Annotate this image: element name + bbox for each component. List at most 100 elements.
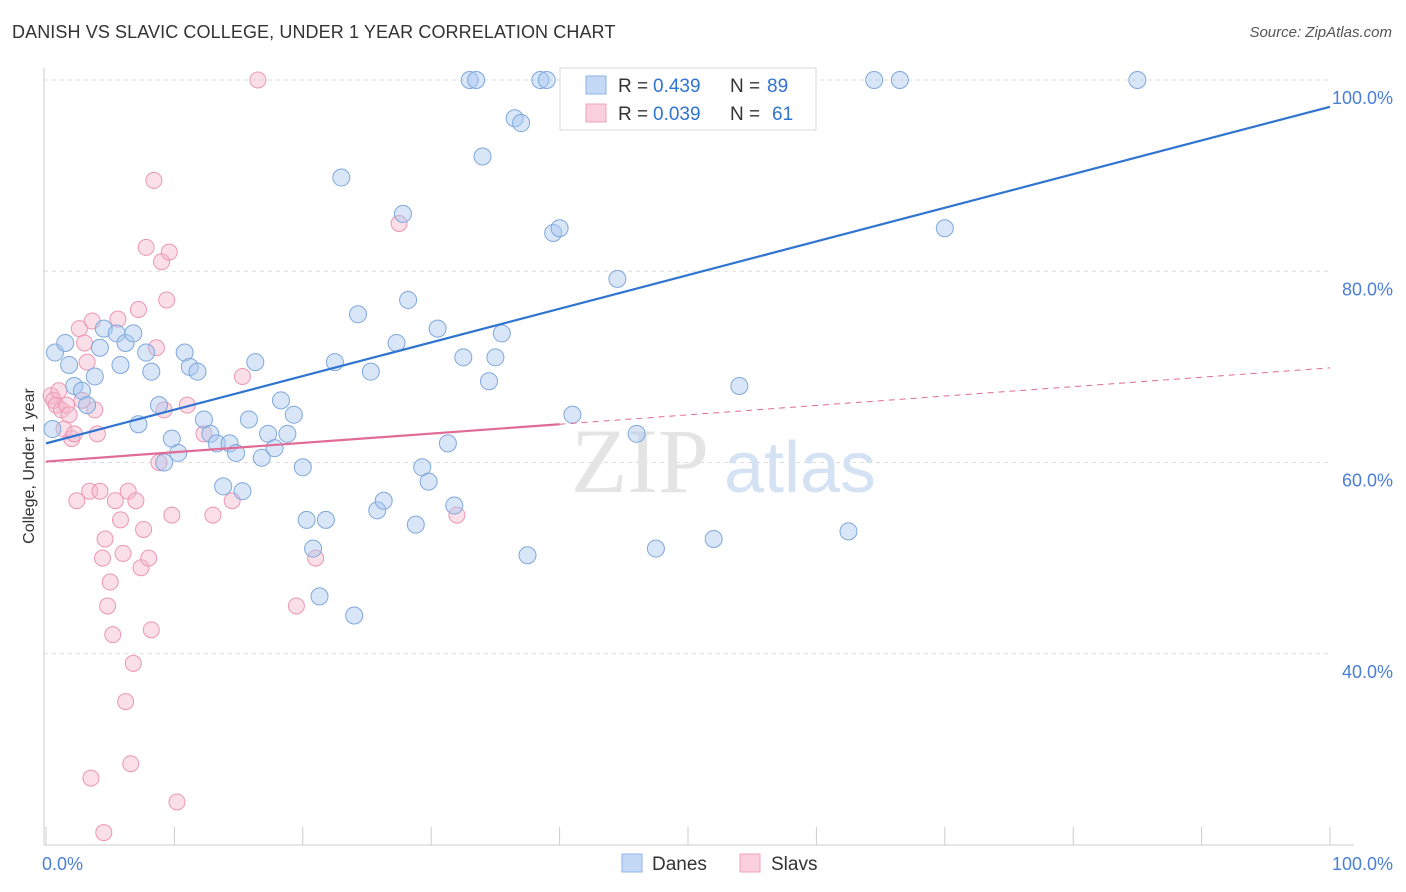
danes-point [304,539,323,558]
slavs-trend-line-extended [559,367,1331,425]
danes-point [56,333,75,352]
danes-point [271,391,290,410]
legend-box-danes-n-value: 89 [767,76,788,97]
danes-point [297,510,316,529]
x-tick-label: 0.0% [42,854,83,874]
slavs-point [78,353,96,371]
danes-point [608,269,627,288]
grid-lines [44,79,1330,655]
danes-point [563,405,582,424]
trend-lines [45,105,1331,463]
slavs-point [137,238,155,256]
legend-box-slavs-n-label: N = [730,104,760,125]
x-tick-labels: 0.0% 100.0% [42,854,1393,874]
danes-point [43,420,62,439]
danes-point [78,396,97,415]
slavs-point [109,310,127,328]
danes-point [60,355,79,374]
danes-point [531,71,550,89]
legend-box-danes-r-value: 0.439 [653,76,701,97]
danes-point [293,458,312,477]
source-label: Source: ZipAtlas.com [1249,24,1392,41]
danes-point [399,290,418,309]
danes-point [90,338,109,357]
danes-point [175,343,194,362]
slavs-point [104,626,122,644]
danes-point [111,355,130,374]
danes-point [345,606,364,625]
slavs-point [287,597,305,615]
legend-box-danes-n-label: N = [730,76,760,97]
danes-point [518,546,537,565]
slavs-point [58,396,76,414]
danes-point [505,109,524,128]
slavs-point [76,334,94,352]
slavs-point [158,291,176,309]
danes-point [393,204,412,223]
danes-point [438,434,457,453]
danes-point [935,219,954,238]
danes-point [85,367,104,386]
danes-point [188,362,207,381]
slavs-point [95,824,113,842]
slavs-point [93,549,111,567]
legend-danes-swatch [621,853,643,873]
slavs-point [124,654,142,672]
danes-point [124,324,143,343]
danes-point [316,510,335,529]
slavs-point [160,243,178,261]
x-tick-label: 100.0% [1332,854,1393,874]
legend-box-danes-r-label: R = [618,76,648,97]
danes-point [349,305,368,324]
danes-point [72,381,91,400]
danes-point [137,343,156,362]
danes-point [428,319,447,338]
watermark: ZIP atlas [571,410,876,512]
legend-box-slavs-n-value: 61 [772,104,793,125]
slavs-point [96,530,114,548]
slavs-point [101,573,119,591]
watermark-zip: ZIP [571,410,709,512]
danes-point [419,472,438,491]
watermark-atlas: atlas [724,428,876,508]
legend-box-danes-swatch [585,75,607,95]
slavs-point [60,406,78,424]
legend-box: R = 0.439 N = 89 R = 0.039 N = 61 [559,67,817,131]
danes-point [865,71,884,89]
slavs-point [106,492,124,510]
slavs-point [142,621,160,639]
danes-point [265,439,284,458]
danes-trend-line [45,105,1331,445]
danes-point [332,168,351,187]
danes-point [142,362,161,381]
danes-point [1128,71,1147,89]
slavs-point [127,492,145,510]
slavs-point [47,396,65,414]
slavs-point [145,171,163,189]
axes [43,68,1354,846]
danes-point [512,114,531,133]
legend-slavs-swatch [739,853,761,873]
slavs-point [135,520,153,538]
danes-point [646,539,665,558]
slavs-point [233,367,251,385]
legend-box-slavs-swatch [585,103,607,123]
danes-point [467,71,486,89]
danes-point [627,424,646,443]
danes-point [730,377,749,395]
danes-point [246,353,265,372]
danes-point [252,448,271,467]
danes-point [445,496,464,515]
danes-point [406,515,425,534]
legend-danes-label: Danes [652,854,707,875]
slavs-point [150,454,168,471]
danes-point [537,71,556,89]
danes-point [207,434,226,453]
chart-title: DANISH VS SLAVIC COLLEGE, UNDER 1 YEAR C… [12,22,616,42]
legend-slavs-label: Slavs [771,854,817,875]
danes-point [116,333,135,352]
danes-point [374,491,393,510]
danes-point [890,71,909,89]
danes-point [233,482,252,501]
legend-box-slavs-r-value: 0.039 [653,104,701,125]
